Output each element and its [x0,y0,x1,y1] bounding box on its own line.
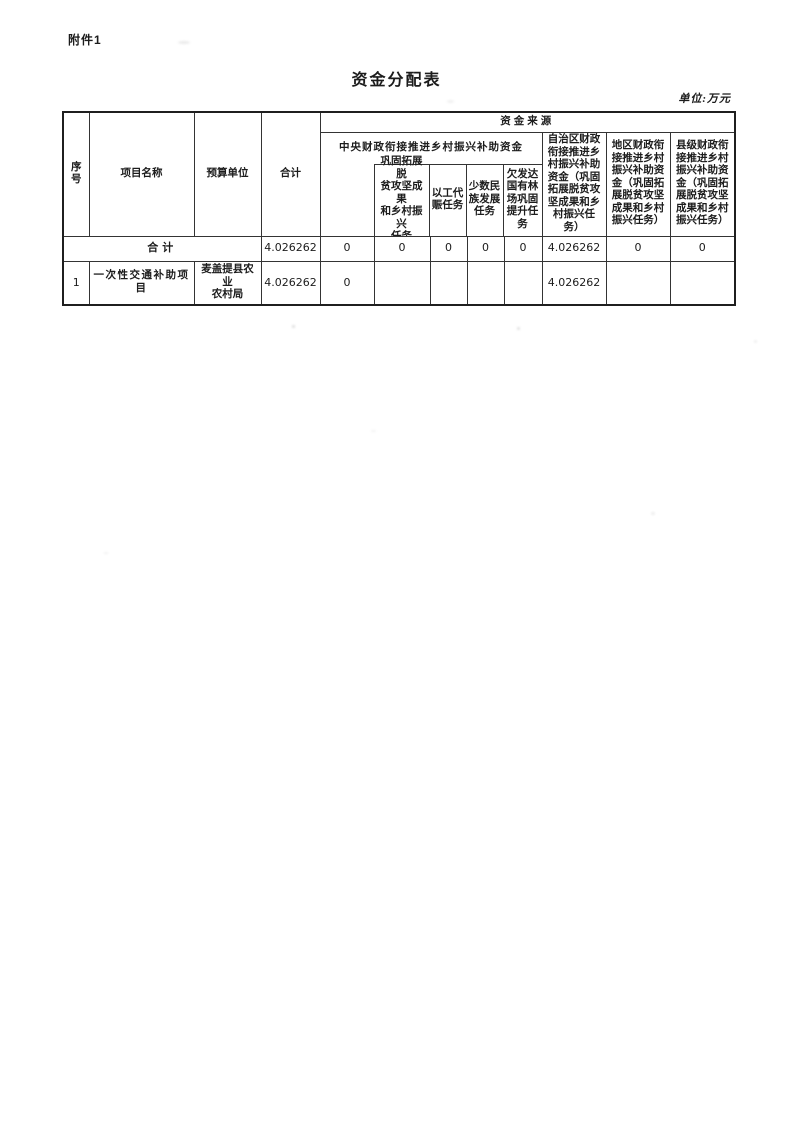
total-row-prefecture: 0 [605,235,671,262]
scan-speck [292,325,295,328]
table-row: 1 一次性交通补助项目 麦盖提县农业 农村局 4.026262 0 4.0262… [62,260,736,306]
scan-speck [447,100,454,103]
table-body: 合计 4.026262 0 0 0 0 0 4.026262 0 0 1 一次性… [62,235,736,306]
header-fund-source: 资金来源 [319,111,736,133]
header-project-name: 项目名称 [88,111,195,237]
attachment-label: 附件1 [68,33,102,47]
total-row: 合计 4.026262 0 0 0 0 0 4.026262 0 0 [62,235,736,262]
header-county-fund: 县级财政衔 接推进乡村 振兴补助资 金（巩固拓 展脱贫攻坚 成果和乡村 振兴任务… [669,131,736,237]
scan-speck [178,41,190,44]
scan-speck [517,327,520,330]
total-row-county: 0 [669,235,736,262]
row-seq: 1 [62,260,90,306]
total-row-central-work-relief: 0 [429,235,468,262]
row-central-consolidation [373,260,431,306]
header-row-fund-source: 序 号 项目名称 预算单位 合计 资金来源 [62,111,736,237]
scan-speck [371,430,376,432]
table-header: 序 号 项目名称 预算单位 合计 资金来源 中央财政衔接推进乡村振兴补助资金 巩… [62,111,736,237]
header-budget-unit: 预算单位 [193,111,262,237]
row-central-forest-farm [503,260,543,306]
row-budget-unit: 麦盖提县农业 农村局 [193,260,262,306]
header-central-group: 中央财政衔接推进乡村振兴补助资金 巩固拓展脱 贫攻坚成果 和乡村振兴 任务 以工… [319,131,543,237]
fund-allocation-table: 序 号 项目名称 预算单位 合计 资金来源 中央财政衔接推进乡村振兴补助资金 巩… [62,111,736,306]
header-autonomous-region-fund: 自治区财政 衔接推进乡 村振兴补助 资金（巩固 拓展脱贫攻 坚成果和乡 村振兴任… [541,131,607,237]
header-central-sub-consolidation: 巩固拓展脱 贫攻坚成果 和乡村振兴 任务 [373,156,430,235]
row-central-subtotal: 0 [319,260,375,306]
total-row-label: 合计 [62,235,262,262]
header-total: 合计 [260,111,321,237]
scan-speck [104,552,108,554]
row-project-name: 一次性交通补助项目 [88,260,195,306]
total-row-central-subtotal: 0 [319,235,375,262]
header-row-sources: 中央财政衔接推进乡村振兴补助资金 巩固拓展脱 贫攻坚成果 和乡村振兴 任务 以工… [63,131,736,237]
row-prefecture [605,260,671,306]
total-row-central-consolidation: 0 [373,235,431,262]
header-prefecture-fund: 地区财政衔 接推进乡村 振兴补助资 金（巩固拓 展脱贫攻坚 成果和乡村 振兴任务… [605,131,671,237]
central-subheader-row: 巩固拓展脱 贫攻坚成果 和乡村振兴 任务 以工代 赈任务 少数民 族发展 任务 … [373,156,541,236]
total-row-central-minority-dev: 0 [466,235,505,262]
header-seq: 序 号 [62,111,90,237]
scan-speck [651,512,655,515]
total-row-autonomous-region: 4.026262 [541,235,607,262]
header-central-sub-forest-farm: 欠发达 国有林 场巩固 提升任 务 [503,163,541,236]
row-central-work-relief [429,260,468,306]
total-row-grand-total: 4.026262 [260,235,321,262]
unit-note: 单位:万元 [678,93,731,105]
row-central-minority-dev [466,260,505,306]
fund-allocation-table-wrap: 序 号 项目名称 预算单位 合计 资金来源 中央财政衔接推进乡村振兴补助资金 巩… [62,111,736,306]
row-autonomous-region: 4.026262 [541,260,607,306]
header-central-title: 中央财政衔接推进乡村振兴补助资金 [339,142,523,154]
total-row-central-forest-farm: 0 [503,235,543,262]
header-central-sub-work-relief: 以工代 赈任务 [429,163,467,235]
scan-speck [754,340,757,343]
page-title: 资金分配表 [351,72,442,89]
row-grand-total: 4.026262 [260,260,321,306]
row-county [669,260,736,306]
header-central-sub-minority-dev: 少数民 族发展 任务 [466,163,504,235]
